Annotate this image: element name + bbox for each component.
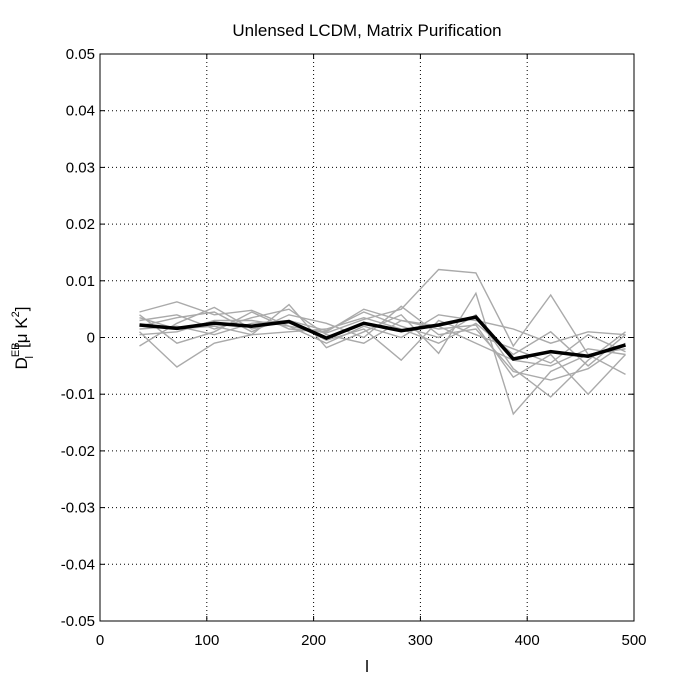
x-tick-label: 100 [194, 632, 219, 649]
y-tick-label: 0.01 [66, 273, 95, 290]
realization-series-line-7 [139, 305, 626, 381]
realization-series-line-8 [139, 319, 626, 364]
realization-series-line-3 [139, 306, 626, 398]
chart-title: Unlensed LCDM, Matrix Purification [232, 21, 501, 40]
realization-series-line-5 [139, 314, 626, 344]
grid-lines [100, 54, 634, 621]
y-tick-label: 0 [87, 330, 95, 347]
y-tick-label: -0.04 [61, 556, 95, 573]
realization-series-line-9 [139, 316, 626, 367]
mean-series-line [139, 315, 627, 361]
y-axis-label-base: D [12, 357, 31, 369]
y-axis-label-unit-close: ] [12, 307, 31, 312]
realization-series-line-6 [139, 308, 626, 367]
y-tick-label: 0.02 [66, 216, 95, 233]
gray-series-group [139, 268, 627, 416]
y-axis-label-unit-open: [μ K [12, 317, 31, 348]
y-tick-label: -0.05 [61, 613, 95, 630]
x-tick-label: 400 [515, 632, 540, 649]
x-tick-label: 300 [408, 632, 433, 649]
y-tick-label: -0.01 [61, 386, 95, 403]
y-axis-label-unit-sup: 2 [10, 311, 22, 317]
y-axis-label-sub: l [24, 356, 36, 358]
x-tick-labels: 0 100 200 300 400 500 [96, 632, 647, 649]
y-tick-labels: 0.05 0.04 0.03 0.02 0.01 0 -0.01 -0.02 -0.03 -0.0… [61, 46, 95, 630]
y-tick-label: 0.05 [66, 46, 95, 63]
y-tick-label: -0.02 [61, 443, 95, 460]
x-tick-label: 0 [96, 632, 104, 649]
y-axis-label: DEBl [μ K2] [10, 307, 36, 370]
tick-marks [99, 53, 635, 622]
y-axis-label-sup: EB [10, 342, 22, 357]
y-tick-label: -0.03 [61, 500, 95, 517]
y-tick-label: 0.03 [66, 159, 95, 176]
x-tick-label: 500 [621, 632, 646, 649]
x-tick-label: 200 [301, 632, 326, 649]
x-axis-label: l [365, 657, 369, 676]
bold-series-group [139, 315, 627, 361]
y-tick-label: 0.04 [66, 103, 95, 120]
